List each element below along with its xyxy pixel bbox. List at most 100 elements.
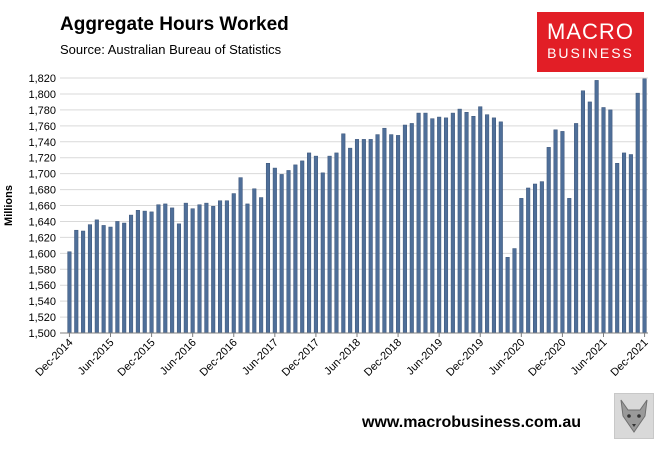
- bar: [389, 134, 394, 334]
- bar: [354, 139, 360, 334]
- bar: [361, 139, 366, 334]
- bar: [628, 154, 633, 334]
- x-tick-label: Jun-2021: [569, 337, 610, 378]
- bar: [498, 121, 503, 334]
- bar: [443, 117, 449, 334]
- bar: [74, 229, 79, 334]
- y-tick-label: 1,640: [28, 216, 56, 228]
- bar: [252, 188, 257, 334]
- bar: [457, 108, 462, 334]
- bar: [163, 203, 168, 334]
- x-tick-label: Jun-2015: [76, 337, 117, 378]
- bar: [601, 107, 606, 334]
- bar: [594, 80, 599, 334]
- x-tick-label: Dec-2020: [526, 337, 568, 379]
- y-tick-label: 1,520: [28, 312, 56, 324]
- bar: [176, 223, 182, 334]
- bar: [211, 206, 216, 334]
- bar: [491, 117, 496, 334]
- bar: [279, 174, 284, 334]
- bar: [307, 152, 312, 334]
- y-tick-label: 1,540: [28, 296, 56, 308]
- footer-url: www.macrobusiness.com.au: [362, 414, 582, 431]
- bar: [245, 203, 250, 334]
- bar: [170, 207, 175, 334]
- bar: [450, 112, 455, 334]
- macrobusiness-logo: MACRO BUSINESS: [537, 12, 644, 72]
- x-tick-label: Dec-2015: [115, 337, 157, 379]
- y-tick-label: 1,740: [28, 137, 56, 149]
- bar: [67, 251, 72, 334]
- bar: [259, 197, 264, 334]
- bar: [608, 109, 613, 334]
- bar: [375, 134, 380, 334]
- y-tick-label: 1,620: [28, 232, 56, 244]
- bar: [348, 147, 353, 334]
- bar: [512, 248, 517, 334]
- bar: [313, 155, 318, 334]
- bar: [642, 78, 647, 334]
- bar: [485, 114, 490, 334]
- bar: [224, 200, 229, 334]
- bar: [526, 187, 531, 334]
- bar: [416, 112, 421, 334]
- x-tick-label: Jun-2019: [404, 337, 445, 378]
- bar: [204, 202, 209, 334]
- bar: [574, 123, 579, 334]
- bar: [553, 129, 558, 334]
- bar: [272, 167, 277, 334]
- bar: [231, 193, 236, 334]
- bar: [464, 112, 469, 334]
- bar: [142, 210, 147, 334]
- bar: [149, 211, 154, 334]
- y-tick-label: 1,500: [28, 328, 56, 340]
- bar: [423, 112, 428, 334]
- x-tick-label: Dec-2014: [33, 337, 75, 379]
- bar: [129, 214, 134, 334]
- bar: [580, 90, 585, 334]
- bar: [286, 170, 291, 334]
- bar: [532, 183, 538, 334]
- bar: [238, 177, 243, 334]
- bar: [368, 139, 373, 334]
- x-tick-label: Jun-2020: [487, 337, 528, 378]
- bar: [293, 164, 298, 334]
- bar: [587, 101, 592, 334]
- bar: [320, 172, 325, 334]
- chart-subtitle: Source: Australian Bureau of Statistics: [60, 42, 282, 57]
- y-tick-label: 1,700: [28, 169, 56, 181]
- bar: [635, 92, 640, 334]
- y-tick-label: 1,720: [28, 153, 56, 165]
- logo-line-1: MACRO: [547, 19, 634, 44]
- bar: [135, 210, 140, 334]
- bar: [505, 257, 510, 334]
- bar: [87, 224, 92, 334]
- bar: [108, 226, 113, 334]
- y-tick-label: 1,660: [28, 201, 56, 213]
- bar: [81, 230, 86, 334]
- bar: [409, 123, 414, 334]
- bar: [430, 118, 435, 334]
- bar: [478, 106, 483, 334]
- x-tick-label: Jun-2017: [240, 337, 281, 378]
- bar: [156, 204, 161, 334]
- bar: [334, 152, 339, 334]
- wolf-logo-icon: [614, 393, 654, 439]
- y-tick-label: 1,820: [28, 73, 56, 85]
- y-tick-label: 1,780: [28, 105, 56, 117]
- bar: [183, 202, 188, 334]
- bar: [567, 198, 572, 334]
- bar: [519, 198, 524, 334]
- y-axis-label: Millions: [3, 185, 15, 226]
- bar: [396, 135, 401, 334]
- bar: [265, 163, 271, 334]
- bar: [437, 116, 442, 334]
- x-tick-label: Dec-2017: [280, 337, 322, 379]
- bar: [341, 133, 346, 334]
- bar: [115, 221, 120, 334]
- bar: [539, 181, 544, 334]
- bar-chart: 1,500 1,520 1,540 1,560 1,580 1,600 1,620 1,640…: [3, 73, 651, 379]
- bar: [382, 127, 387, 334]
- bar: [327, 155, 332, 334]
- bar: [94, 219, 99, 334]
